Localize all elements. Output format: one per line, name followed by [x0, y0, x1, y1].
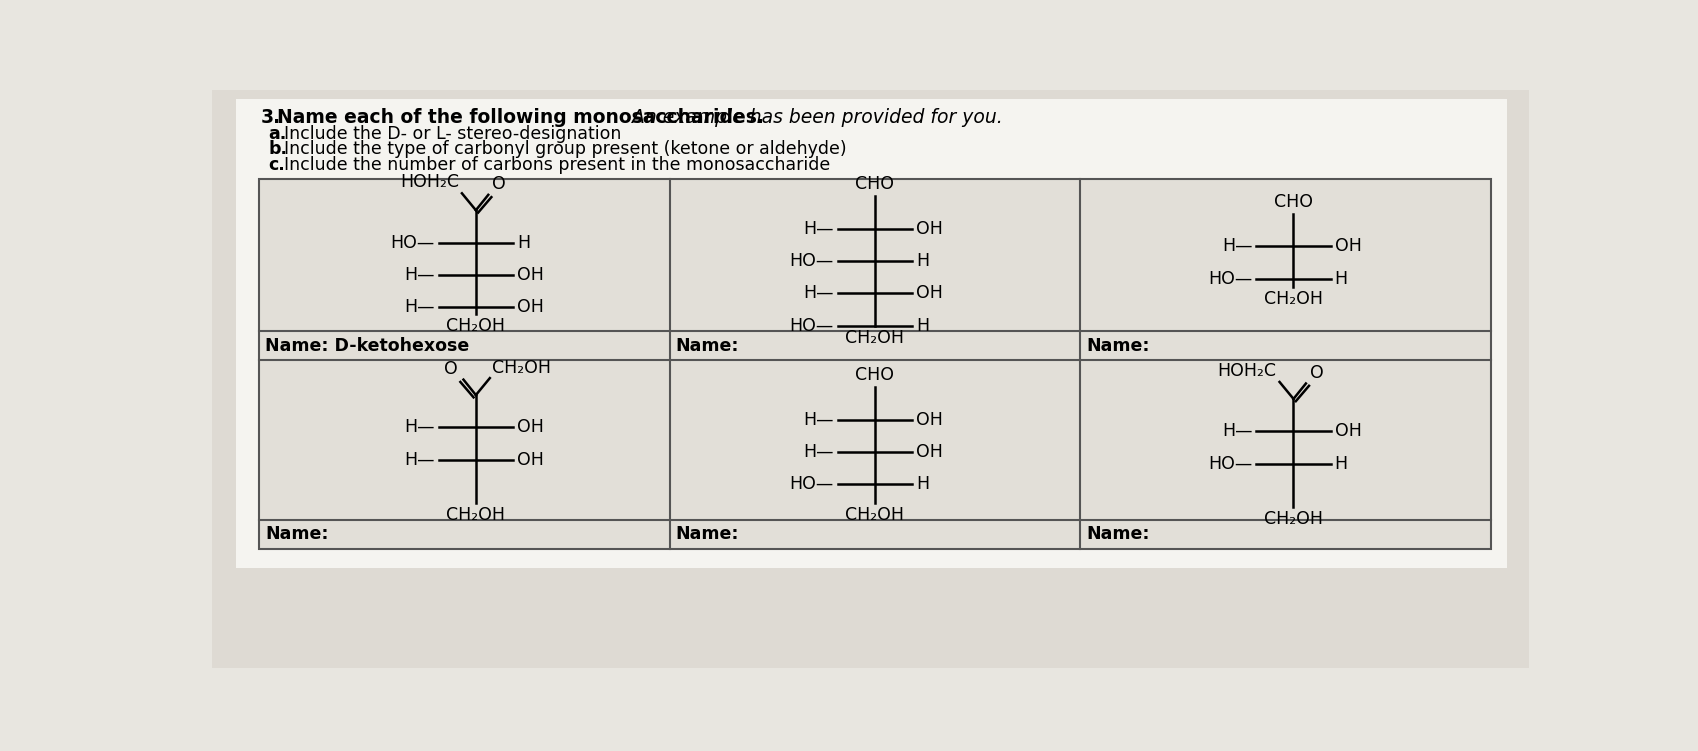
Text: OH: OH: [516, 266, 543, 284]
Text: H—: H—: [803, 285, 834, 303]
Text: H—: H—: [404, 451, 435, 469]
Text: HO—: HO—: [1207, 454, 1251, 472]
Text: HOH₂C: HOH₂C: [399, 173, 458, 191]
Text: OH: OH: [915, 411, 942, 429]
Text: Name:: Name:: [1087, 336, 1150, 354]
Text: HO—: HO—: [391, 234, 435, 252]
Text: CHO: CHO: [1274, 193, 1313, 211]
Text: OH: OH: [516, 298, 543, 316]
Text: CH₂OH: CH₂OH: [846, 329, 903, 347]
Text: O: O: [492, 175, 506, 193]
Text: CHO: CHO: [856, 366, 893, 385]
Text: OH: OH: [1335, 237, 1360, 255]
Text: OH: OH: [516, 418, 543, 436]
Text: Name:: Name:: [676, 336, 739, 354]
Text: Name:: Name:: [676, 526, 739, 544]
Text: OH: OH: [1335, 422, 1360, 440]
Text: H—: H—: [404, 418, 435, 436]
Text: H—: H—: [1221, 237, 1251, 255]
Text: Name each of the following monosaccharides.: Name each of the following monosaccharid…: [277, 108, 764, 127]
Text: H: H: [915, 252, 929, 270]
Text: H: H: [1335, 454, 1347, 472]
Text: Include the D- or L- stereo-designation: Include the D- or L- stereo-designation: [284, 125, 621, 143]
Bar: [258, 179, 1491, 549]
Text: H—: H—: [404, 298, 435, 316]
Bar: [258, 179, 1491, 549]
Text: H—: H—: [803, 443, 834, 461]
Text: HO—: HO—: [1207, 270, 1251, 288]
Text: 3.: 3.: [260, 108, 280, 127]
Text: Include the number of carbons present in the monosaccharide: Include the number of carbons present in…: [284, 155, 829, 173]
Text: Name:: Name:: [1087, 526, 1150, 544]
Text: CH₂OH: CH₂OH: [492, 358, 550, 376]
Text: O: O: [1309, 364, 1323, 382]
Text: HOH₂C: HOH₂C: [1217, 362, 1275, 380]
Text: CH₂OH: CH₂OH: [447, 317, 504, 335]
Text: HO—: HO—: [790, 475, 834, 493]
Bar: [236, 98, 1506, 569]
Text: HO—: HO—: [790, 252, 834, 270]
Text: Name: D-ketohexose: Name: D-ketohexose: [265, 336, 469, 354]
Text: CH₂OH: CH₂OH: [846, 506, 903, 524]
Text: H: H: [915, 317, 929, 335]
Text: H: H: [516, 234, 530, 252]
Text: OH: OH: [915, 285, 942, 303]
Text: OH: OH: [915, 443, 942, 461]
Text: H—: H—: [404, 266, 435, 284]
Text: b.: b.: [268, 140, 287, 158]
Text: CH₂OH: CH₂OH: [1263, 291, 1323, 309]
Text: OH: OH: [915, 220, 942, 238]
Text: H—: H—: [803, 220, 834, 238]
Text: An example has been provided for you.: An example has been provided for you.: [627, 108, 1002, 127]
Text: Name:: Name:: [265, 526, 328, 544]
Text: c.: c.: [268, 155, 285, 173]
Text: OH: OH: [516, 451, 543, 469]
Text: H: H: [1335, 270, 1347, 288]
Text: H—: H—: [1221, 422, 1251, 440]
Text: CH₂OH: CH₂OH: [447, 506, 504, 524]
Text: H—: H—: [803, 411, 834, 429]
Text: HO—: HO—: [790, 317, 834, 335]
Text: O: O: [445, 360, 458, 378]
Text: Include the type of carbonyl group present (ketone or aldehyde): Include the type of carbonyl group prese…: [284, 140, 846, 158]
Text: CHO: CHO: [856, 175, 893, 193]
Text: H: H: [915, 475, 929, 493]
Text: a.: a.: [268, 125, 287, 143]
Text: CH₂OH: CH₂OH: [1263, 510, 1323, 528]
